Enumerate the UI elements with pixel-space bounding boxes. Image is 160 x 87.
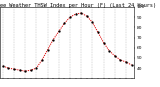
Text: Milwaukee Weather THSW Index per Hour (F) (Last 24 Hours): Milwaukee Weather THSW Index per Hour (F… <box>0 3 156 8</box>
